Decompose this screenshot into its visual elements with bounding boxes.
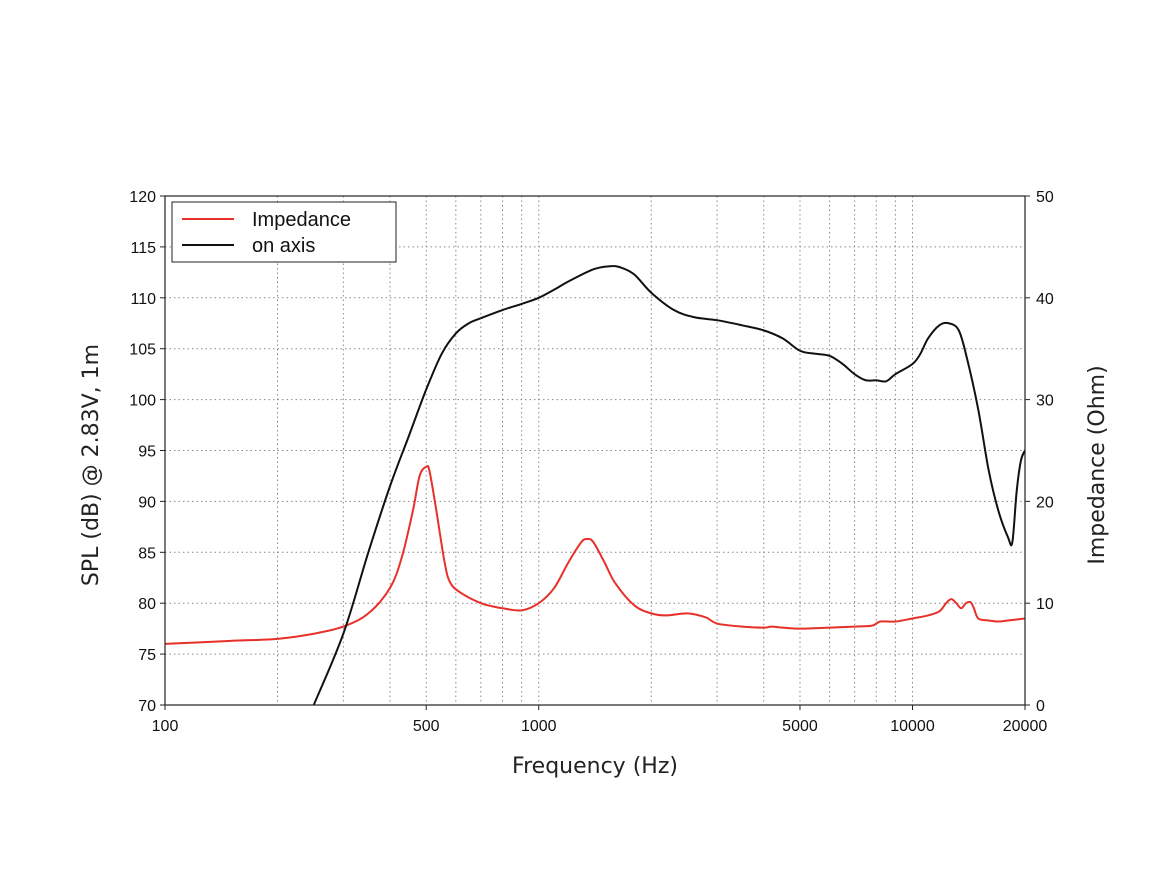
y-right-tick-label-50: 50	[1036, 189, 1054, 206]
y-left-tick-label-115: 115	[130, 240, 156, 257]
grid-lines	[165, 196, 1025, 705]
series-line-impedance	[165, 464, 1025, 645]
legend-label-impedance: Impedance	[252, 209, 351, 231]
y-right-tick-label-20: 20	[1036, 494, 1054, 511]
y-left-tick-label-70: 70	[138, 698, 156, 715]
legend-box	[171, 201, 397, 263]
y-left-tick-label-120: 120	[129, 189, 156, 206]
y-left-tick-label-100: 100	[129, 393, 156, 410]
y-axis-right-title: Impedance (Ohm)	[1085, 365, 1110, 564]
y-left-tick-label-110: 110	[130, 291, 156, 308]
x-tick-label-1000: 1000	[521, 718, 557, 735]
y-left-tick-label-80: 80	[138, 596, 156, 613]
y-right-tick-label-30: 30	[1036, 393, 1054, 410]
x-tick-label-100: 100	[152, 718, 179, 735]
x-tick-label-20000: 20000	[1003, 718, 1048, 735]
y-right-tick-label-0: 0	[1036, 698, 1045, 715]
tick-marks	[160, 195, 1030, 710]
y-left-tick-label-95: 95	[138, 444, 156, 461]
x-tick-label-500: 500	[413, 718, 440, 735]
legend: Impedance on axis	[171, 201, 397, 263]
y-axis-left-title: SPL (dB) @ 2.83V, 1m	[79, 344, 104, 586]
y-left-tick-label-75: 75	[138, 647, 156, 664]
legend-label-on-axis: on axis	[252, 235, 315, 257]
y-right-tick-label-40: 40	[1036, 291, 1054, 308]
y-left-tick-label-90: 90	[138, 494, 156, 511]
x-tick-label-10000: 10000	[890, 718, 935, 735]
y-left-tick-label-105: 105	[129, 342, 156, 359]
x-tick-label-5000: 5000	[782, 718, 818, 735]
y-right-tick-label-10: 10	[1036, 596, 1054, 613]
x-axis-title: Frequency (Hz)	[512, 754, 678, 779]
series-layer	[165, 265, 1025, 705]
y-left-tick-label-85: 85	[138, 545, 156, 562]
tick-labels: 70 75 80 85 90 95 100 105 110 115 120 0 10 20 30 40 50 10…	[129, 189, 1054, 735]
series-line-on-axis	[312, 265, 1025, 705]
